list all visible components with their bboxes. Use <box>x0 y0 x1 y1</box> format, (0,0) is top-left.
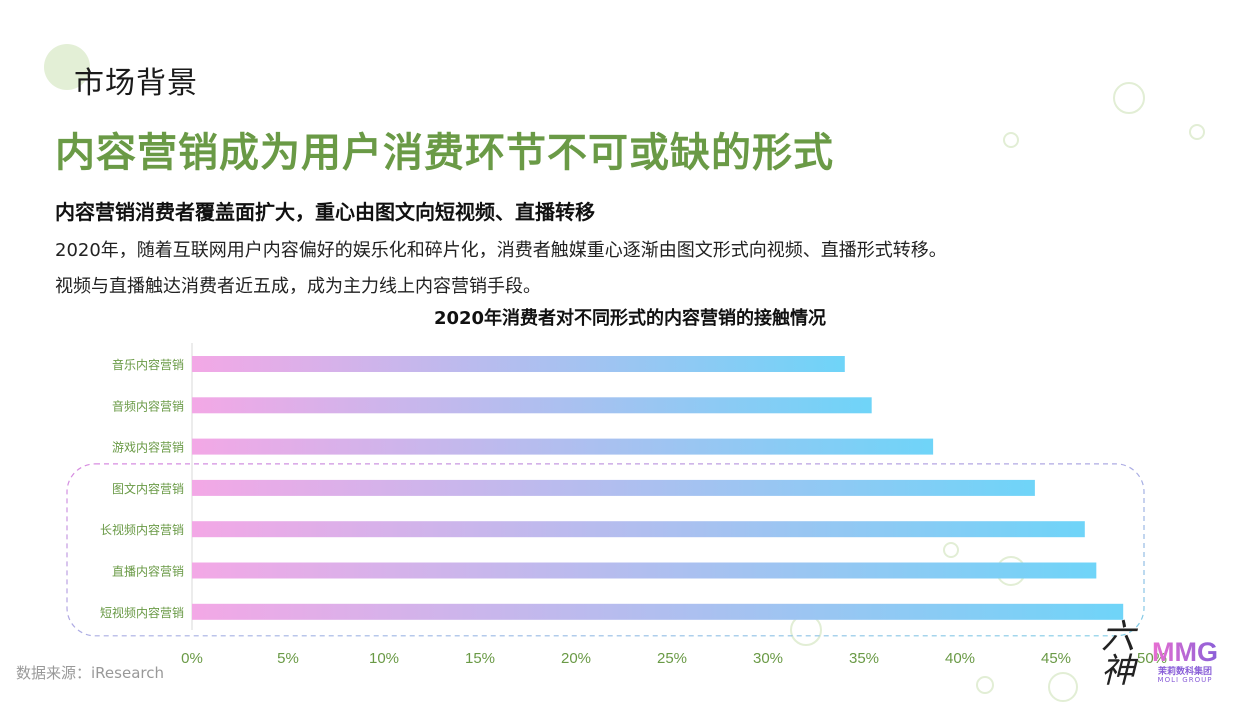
x-tick-label: 30% <box>753 650 783 667</box>
mmg-logo-subtitle: 茉莉数科集团 <box>1157 667 1212 677</box>
section-title: 市场背景 <box>74 66 198 101</box>
page-headline: 内容营销成为用户消费环节不可或缺的形式 <box>55 130 834 176</box>
x-tick-label: 15% <box>465 650 495 667</box>
decor-ring <box>943 542 959 558</box>
category-label: 图文内容营销 <box>112 481 184 496</box>
subheadline: 内容营销消费者覆盖面扩大，重心由图文向短视频、直播转移 <box>55 200 595 224</box>
body-text-line-1: 2020年，随着互联网用户内容偏好的娱乐化和碎片化，消费者触媒重心逐渐由图文形式… <box>55 240 947 261</box>
bar <box>192 397 872 414</box>
decor-ring <box>1003 132 1019 148</box>
bar <box>192 438 934 455</box>
category-label: 短视频内容营销 <box>100 605 184 620</box>
category-label: 音频内容营销 <box>112 398 184 413</box>
bar <box>192 562 1097 579</box>
decor-circle <box>44 44 90 90</box>
x-tick-label: 0% <box>181 650 203 667</box>
mmg-logo-text: MMG <box>1152 637 1218 666</box>
mmg-logo: MMG <box>1152 637 1218 666</box>
data-source: 数据来源：iResearch <box>16 664 164 682</box>
bar <box>192 521 1085 538</box>
decor-ring <box>1113 82 1145 114</box>
category-label: 直播内容营销 <box>112 564 184 579</box>
decor-ring <box>1189 124 1205 140</box>
x-tick-label: 45% <box>1041 650 1071 667</box>
x-tick-label: 5% <box>277 650 299 667</box>
bar <box>192 356 845 372</box>
x-tick-label: 35% <box>849 650 879 667</box>
x-tick-label: 10% <box>369 650 399 667</box>
category-label: 长视频内容营销 <box>100 522 184 537</box>
x-tick-label: 20% <box>561 650 591 667</box>
bar <box>192 479 1035 496</box>
chart-title: 2020年消费者对不同形式的内容营销的接触情况 <box>433 308 827 329</box>
category-label: 游戏内容营销 <box>112 440 184 455</box>
decor-ring <box>976 676 994 694</box>
x-tick-label: 25% <box>657 650 687 667</box>
bar <box>192 603 1124 620</box>
x-tick-label: 40% <box>945 650 975 667</box>
category-label: 音乐内容营销 <box>112 357 184 372</box>
liushen-logo: 六神 <box>1101 617 1135 691</box>
x-tick-label: 50% <box>1137 650 1167 667</box>
mmg-logo-subtitle-en: MOLI GROUP <box>1157 676 1213 684</box>
body-text-line-2: 视频与直播触达消费者近五成，成为主力线上内容营销手段。 <box>55 276 541 297</box>
